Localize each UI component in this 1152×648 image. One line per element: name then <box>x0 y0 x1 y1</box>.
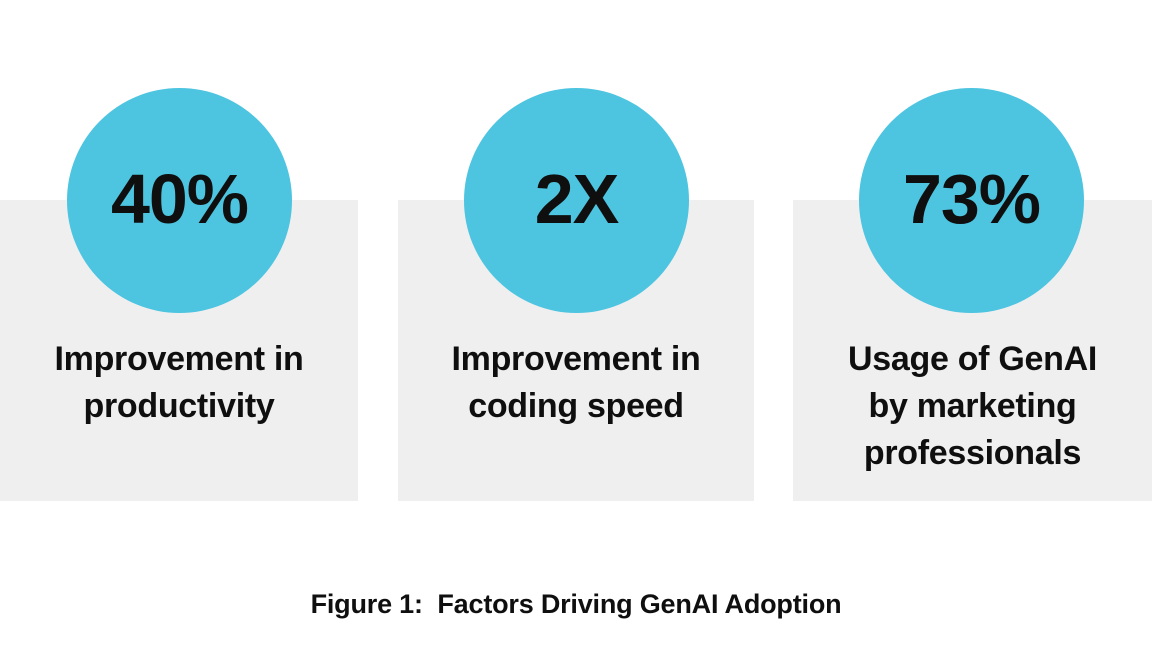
stat-circle-marketing-usage: 73% <box>859 88 1084 313</box>
stat-value-marketing-usage: 73% <box>902 159 1041 238</box>
stat-circle-productivity: 40% <box>67 88 292 313</box>
stat-circle-coding-speed: 2X <box>464 88 689 313</box>
stat-label-marketing-usage: Usage of GenAI by marketing professional… <box>848 340 1097 472</box>
stat-value-productivity: 40% <box>110 159 249 238</box>
figure-caption: Figure 1: Factors Driving GenAI Adoption <box>310 589 842 619</box>
stat-value-coding-speed: 2X <box>534 159 620 238</box>
stat-label-coding-speed: Improvement in coding speed <box>451 340 701 425</box>
stat-label-productivity: Improvement in productivity <box>54 340 304 425</box>
